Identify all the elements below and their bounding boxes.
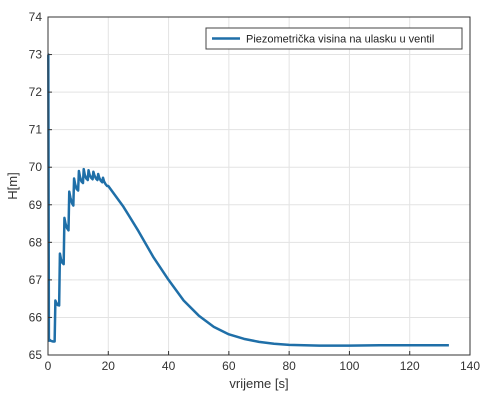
y-tick-label: 72 bbox=[29, 85, 43, 99]
x-tick-label: 120 bbox=[400, 359, 420, 373]
y-tick-label: 69 bbox=[29, 198, 43, 212]
x-tick-label: 80 bbox=[282, 359, 296, 373]
x-axis-label: vrijeme [s] bbox=[229, 376, 288, 391]
y-ticks: 65 66 67 68 69 70 71 72 73 74 bbox=[29, 10, 52, 362]
series-line bbox=[47, 53, 449, 347]
x-tick-label: 60 bbox=[222, 359, 236, 373]
y-tick-label: 66 bbox=[29, 310, 43, 324]
legend: Piezometrička visina na ulasku u ventil bbox=[205, 27, 463, 50]
plot-frame bbox=[47, 16, 471, 356]
y-tick-label: 67 bbox=[29, 273, 43, 287]
y-axis-label: H[m] bbox=[5, 172, 20, 199]
x-tick-label: 140 bbox=[460, 359, 480, 373]
y-tick-label: 71 bbox=[29, 123, 43, 137]
x-tick-label: 20 bbox=[102, 359, 116, 373]
x-tick-label: 40 bbox=[162, 359, 176, 373]
y-tick-label: 65 bbox=[29, 348, 43, 362]
plot-area bbox=[48, 17, 470, 355]
y-tick-label: 74 bbox=[29, 10, 43, 24]
x-tick-label: 0 bbox=[45, 359, 52, 373]
legend-entry: Piezometrička visina na ulasku u ventil bbox=[246, 34, 434, 46]
series-layer bbox=[47, 53, 449, 347]
y-tick-label: 68 bbox=[29, 235, 43, 249]
x-ticks: 0 20 40 60 80 100 120 140 bbox=[45, 351, 480, 373]
x-tick-label: 100 bbox=[339, 359, 359, 373]
y-tick-label: 73 bbox=[29, 48, 43, 62]
legend-box bbox=[205, 27, 463, 50]
y-tick-label: 70 bbox=[29, 160, 43, 174]
